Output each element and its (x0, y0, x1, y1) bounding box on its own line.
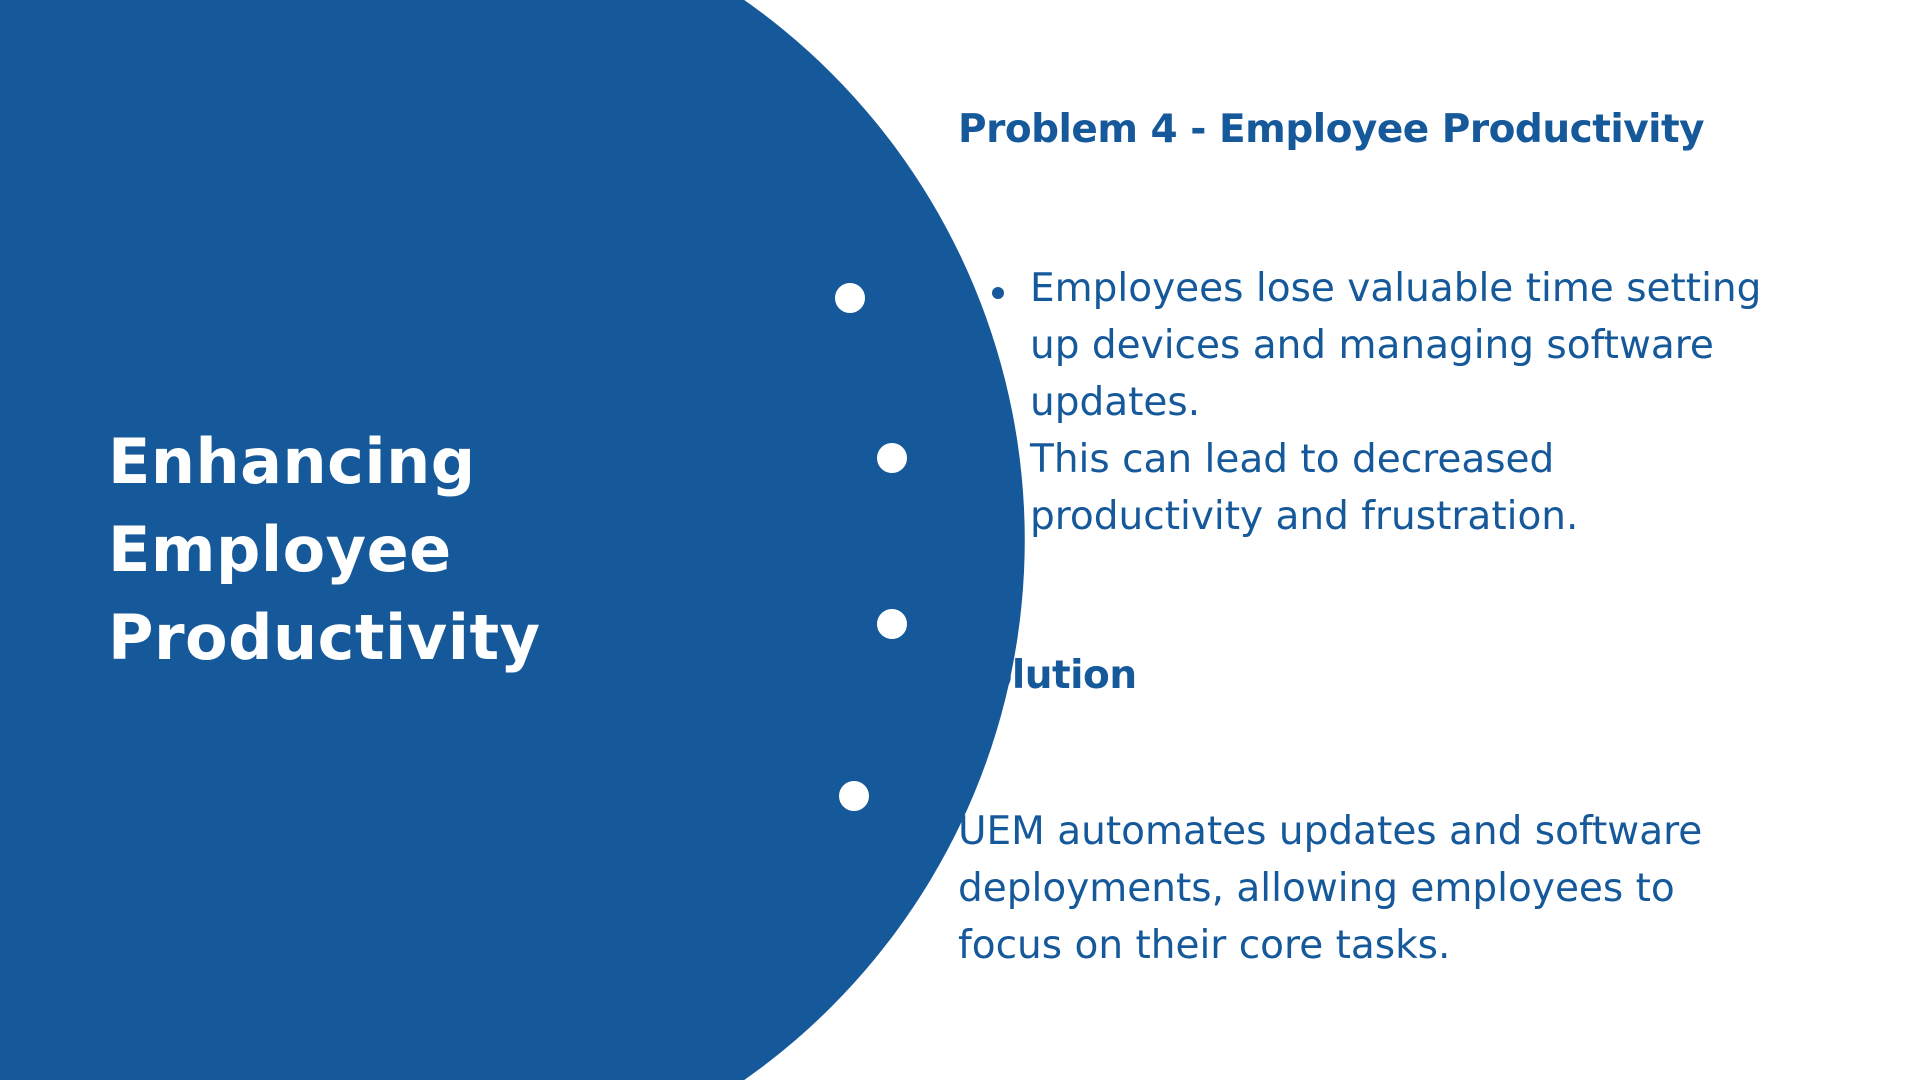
slide-title-line-3: Productivity (108, 601, 541, 674)
problem-heading: Problem 4 - Employee Productivity (958, 107, 1705, 152)
timeline-node-4 (835, 777, 873, 815)
solution-heading: Solution (958, 653, 1137, 698)
slide-title: Enhancing Employee Productivity (108, 418, 728, 682)
solution-description: UEM automates updates and software deplo… (958, 809, 1703, 968)
problem-bullet-list: Employees lose valuable time setting up … (990, 260, 1790, 545)
timeline-arc (676, 0, 896, 1080)
timeline-node-2 (873, 439, 911, 477)
slide-title-line-2: Employee (108, 513, 452, 586)
problem-bullet-2: This can lead to decreased productivity … (992, 431, 1790, 545)
blue-semicircle-shape (0, 0, 1025, 1080)
slide-title-line-1: Enhancing (108, 425, 476, 498)
timeline-node-3 (873, 605, 911, 643)
problem-bullet-1: Employees lose valuable time setting up … (992, 260, 1790, 431)
timeline-node-1 (831, 279, 869, 317)
